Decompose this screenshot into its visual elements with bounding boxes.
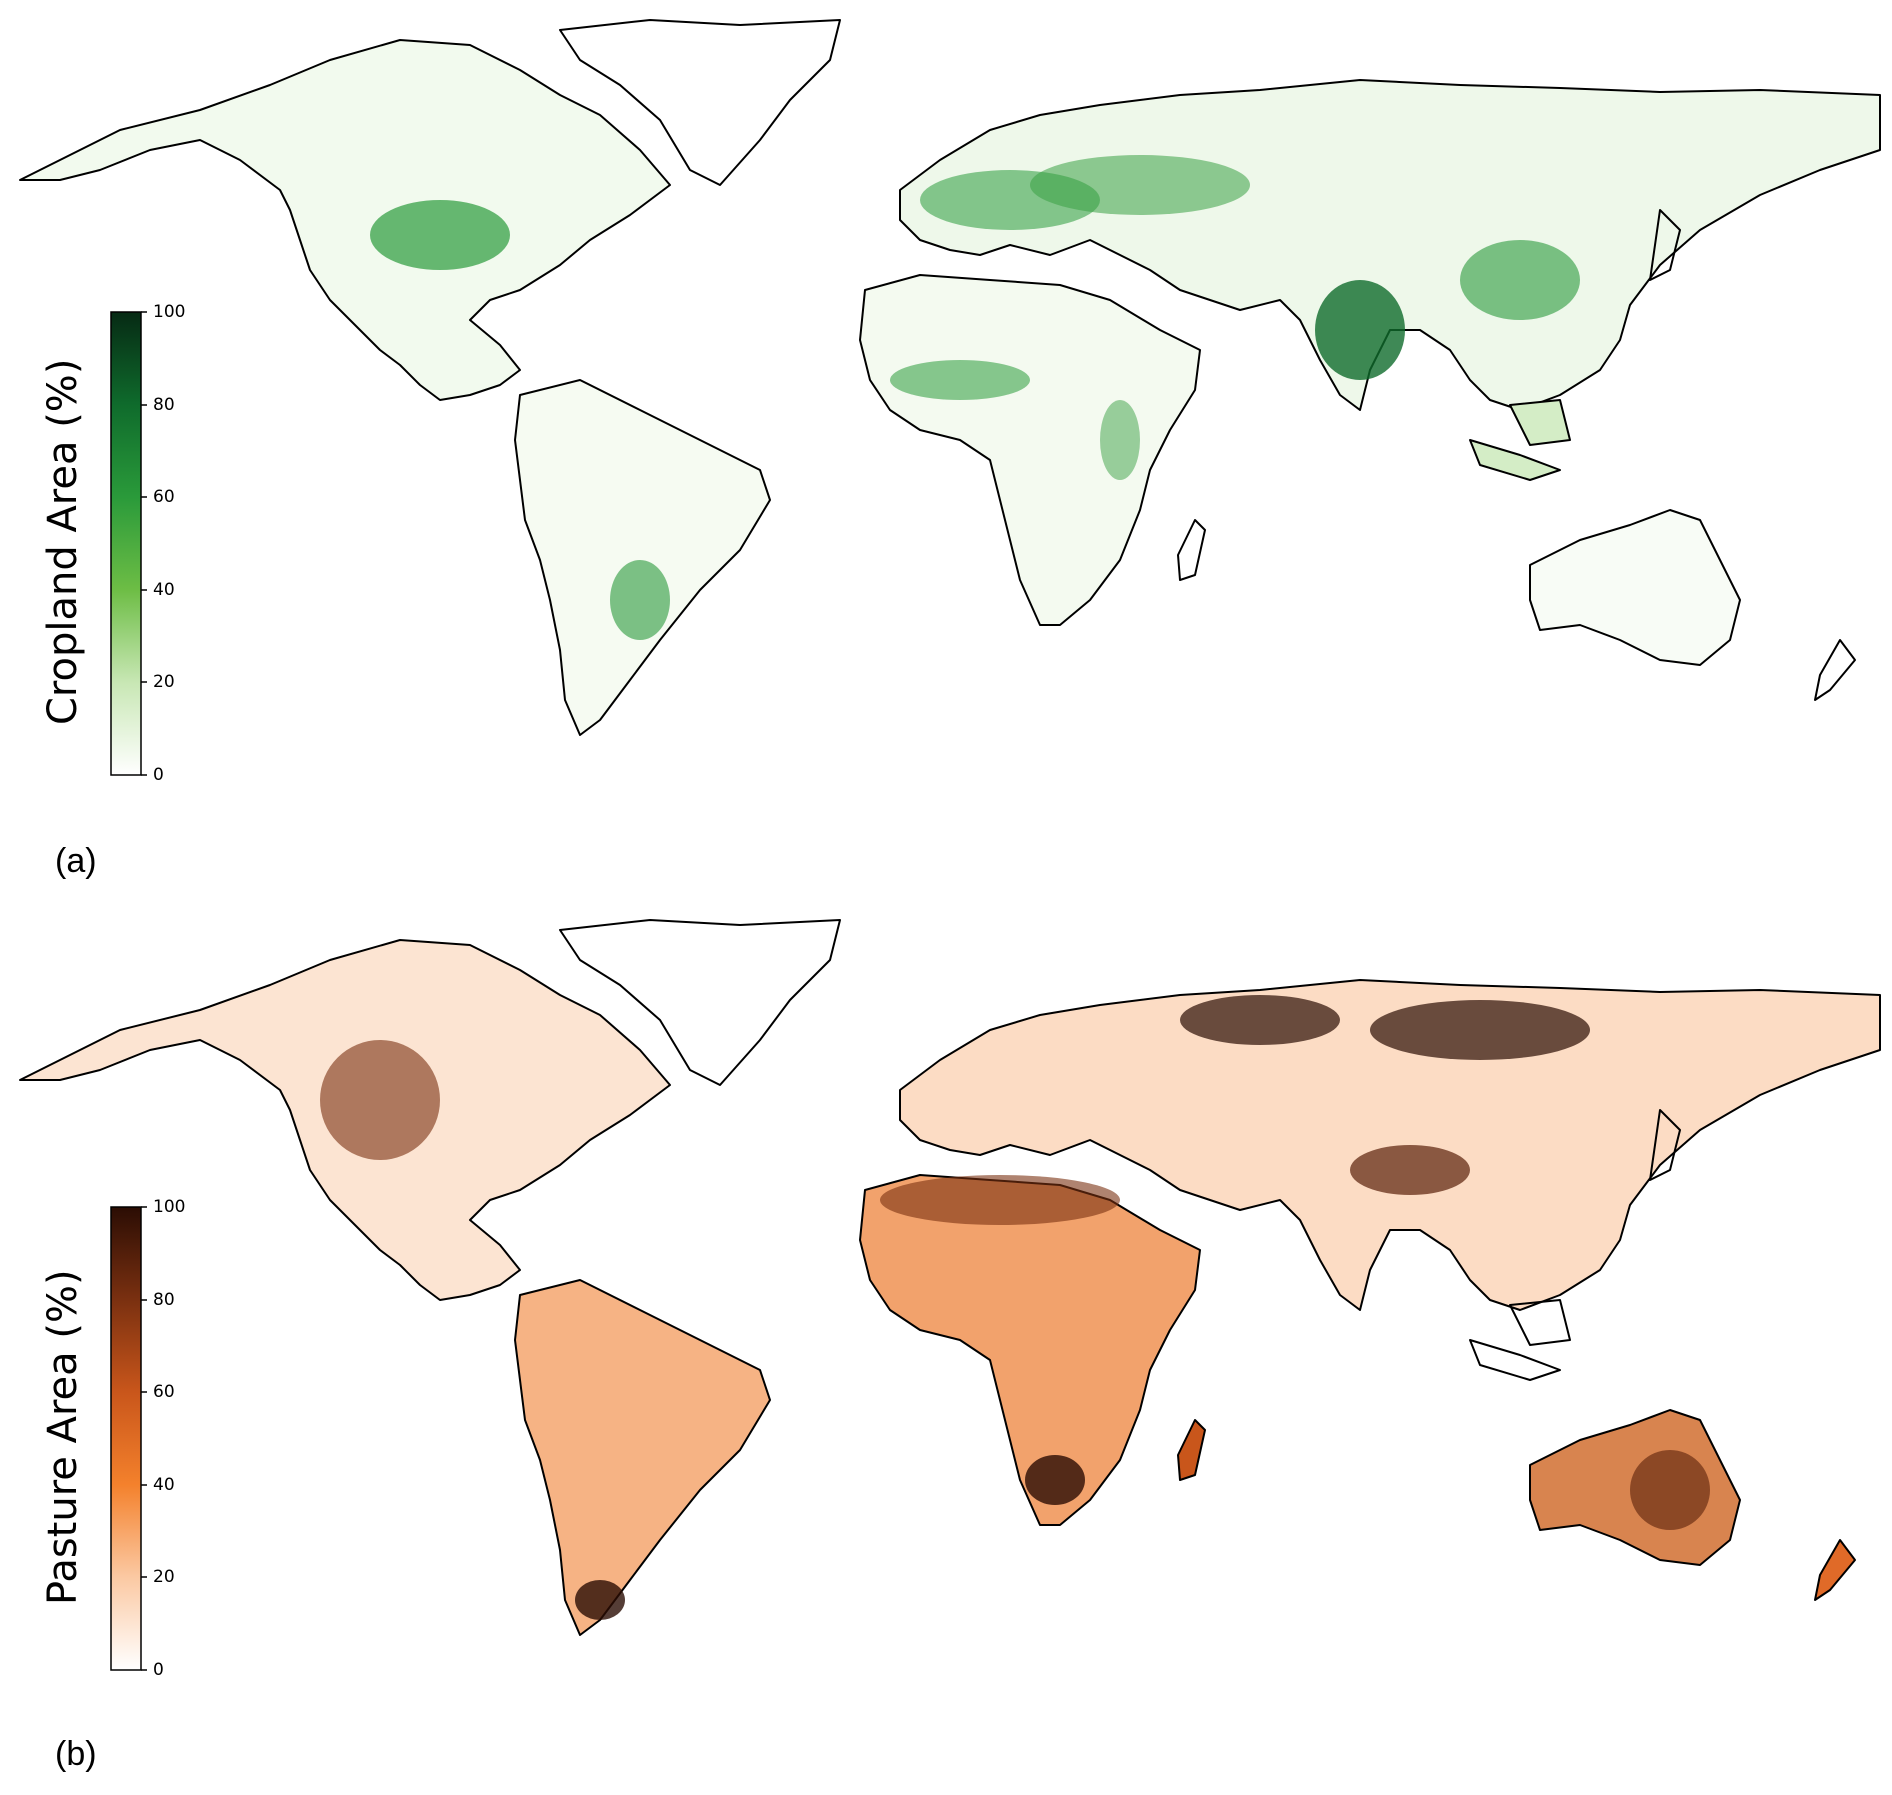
greenland-outline: [559, 19, 841, 186]
madagascar-outline: [1177, 519, 1206, 581]
colorbar-title-b: Pasture Area (%): [40, 1269, 86, 1605]
north-america-outline: [19, 39, 671, 401]
panel-label-b: (b): [55, 1735, 97, 1773]
panel-pasture: Pasture Area (%) 0 20 40 60 80 100 (b): [0, 900, 1892, 1795]
tick-label-a-60: 60: [153, 487, 175, 507]
new-zealand-outline: [1814, 1539, 1856, 1601]
tick-label-a-20: 20: [153, 672, 175, 692]
se-asia-islands: [1469, 439, 1561, 481]
colorbar-title-a: Cropland Area (%): [40, 358, 86, 725]
tick-label-b-40: 40: [153, 1475, 175, 1495]
madagascar-outline: [1177, 1419, 1206, 1481]
eurasia-outline: [899, 979, 1881, 1311]
tick-label-a-0: 0: [153, 765, 164, 785]
tick-label-b-100: 100: [153, 1197, 186, 1217]
greenland-outline: [559, 919, 841, 1086]
japan-outline: [1649, 1109, 1681, 1181]
tick-label-b-20: 20: [153, 1567, 175, 1587]
australia-outline: [1529, 509, 1741, 666]
tick-label-a-80: 80: [153, 395, 175, 415]
cropland-map: [19, 19, 1881, 776]
panel-cropland: Cropland Area (%) 0 20 40 60 80 100 (a): [19, 19, 1881, 880]
colorbar-b-ticks: [141, 1206, 147, 1671]
colorbar-a-ticks: [141, 311, 147, 776]
tick-label-b-60: 60: [153, 1382, 175, 1402]
africa-outline: [859, 274, 1201, 626]
cropland-hotspots: [370, 155, 1580, 640]
tick-label-b-0: 0: [153, 1660, 164, 1680]
tick-label-a-40: 40: [153, 580, 175, 600]
tick-label-b-80: 80: [153, 1290, 175, 1310]
south-america-outline: [514, 379, 771, 736]
south-america-outline: [514, 1279, 771, 1636]
japan-outline: [1649, 209, 1681, 281]
panel-label-a: (a): [55, 842, 97, 880]
pasture-map: [19, 919, 1881, 1671]
colorbar-b: [110, 1206, 142, 1671]
borneo-outline: [1509, 399, 1571, 446]
pasture-hotspots: [320, 995, 1710, 1620]
se-asia-islands: [1469, 1339, 1561, 1381]
coastlines-b: [19, 919, 1881, 1636]
colorbar-a: [110, 311, 142, 776]
new-zealand-outline: [1814, 639, 1856, 701]
tick-label-a-100: 100: [153, 302, 186, 322]
borneo-outline: [1509, 1299, 1571, 1346]
